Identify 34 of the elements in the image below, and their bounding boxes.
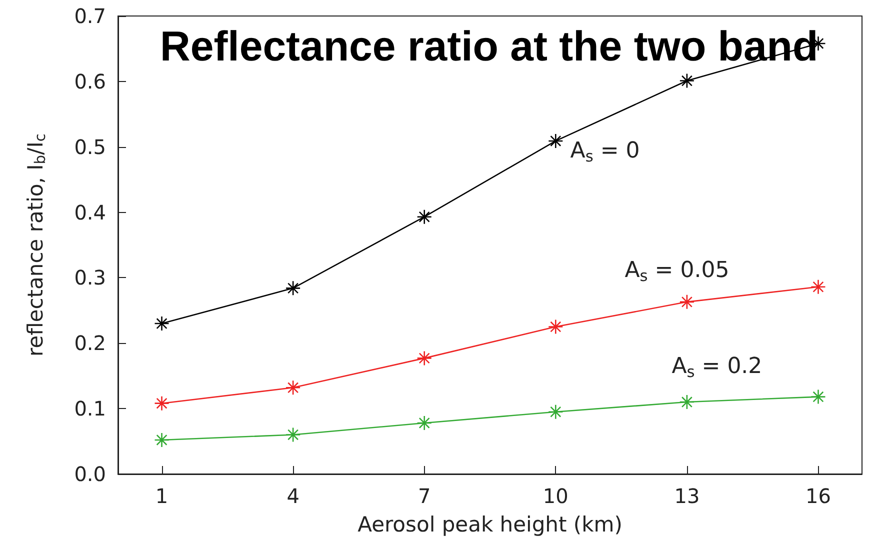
- y-tick-label: 0.4: [74, 200, 106, 224]
- y-tick-label: 0.6: [74, 69, 106, 94]
- point: [154, 316, 170, 332]
- x-tick-label: 7: [418, 484, 431, 508]
- y-tick-label: 0.3: [74, 266, 106, 290]
- point: [154, 432, 170, 448]
- y-tick-label: 0.5: [74, 134, 106, 159]
- point: [810, 389, 826, 404]
- point: [285, 427, 301, 442]
- point: [154, 396, 170, 411]
- y-tick-label: 0.2: [74, 331, 106, 356]
- y-axis-title: reflectance ratio, Ib/Ic: [23, 134, 49, 356]
- x-tick-label: 1: [155, 484, 168, 508]
- x-tick-label: 4: [286, 484, 300, 508]
- point: [548, 404, 564, 420]
- y-tick-label: 0.1: [74, 396, 106, 421]
- x-tick-label: 13: [674, 484, 700, 508]
- y-tick-label: 0.0: [74, 462, 106, 486]
- point: [810, 279, 826, 295]
- point: [679, 394, 695, 410]
- chart-title: Reflectance ratio at the two band: [160, 22, 818, 70]
- point: [679, 294, 695, 310]
- x-tick-label: 16: [806, 484, 831, 508]
- point: [416, 209, 432, 225]
- point: [285, 280, 301, 296]
- point: [416, 350, 432, 366]
- x-axis-title: Aerosol peak height (km): [358, 512, 622, 536]
- x-tick-label: 10: [542, 484, 568, 508]
- point: [548, 319, 564, 334]
- y-tick-label: 0.7: [74, 4, 106, 28]
- point: [679, 73, 695, 88]
- point: [416, 415, 432, 431]
- point: [285, 380, 301, 396]
- point: [548, 133, 564, 149]
